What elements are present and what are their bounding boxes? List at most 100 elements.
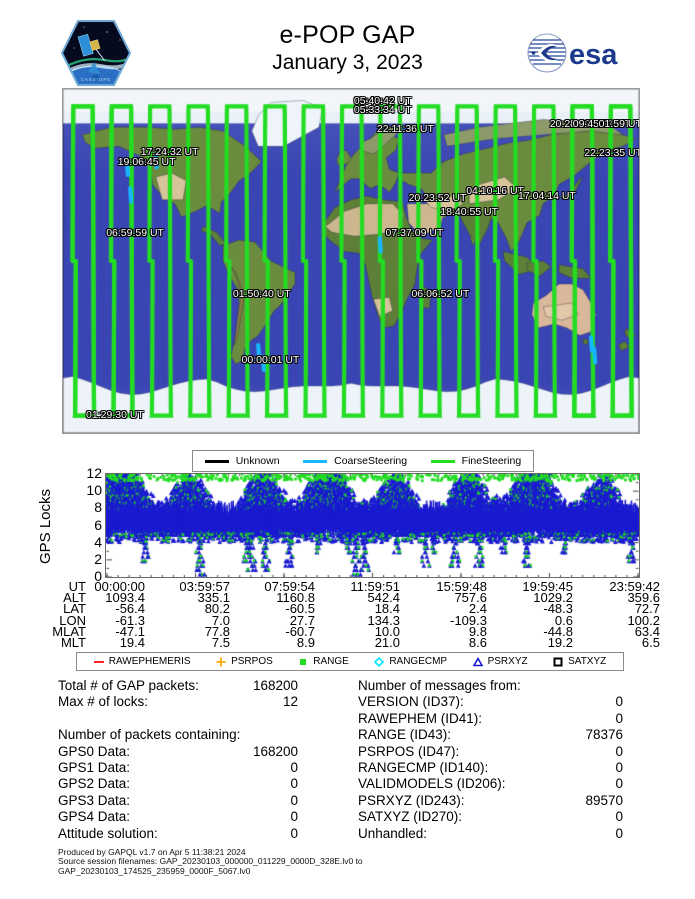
ephemeris-value: 134.3 [367,612,400,628]
statistics-section: Total # of GAP packets: 168200 Max # of lo… [0,678,695,843]
map-legend-line-icon [430,459,455,463]
map-legend-item: Unknown [204,455,280,467]
ephemeris-value: 19.4 [119,634,145,650]
stat-row: Unhandled: 0 [358,826,658,842]
series-legend-label: PSRPOS [231,656,273,667]
series-marker-diamond-icon [374,656,385,667]
stat-label: GPS3 Data: [58,792,131,808]
ephemeris-row-key: LAT [63,601,86,617]
ephemeris-value: 23:59:42 [609,579,660,594]
footer-source-line2: GAP_20230103_174525_235959_0000F_5067.lv… [58,865,251,876]
gps-locks-plot [105,473,640,578]
ephemeris-value: 100.2 [627,612,660,628]
map-legend-label: Unknown [235,455,280,467]
map-legend: Unknown CoarseSteering FineSteering [192,450,534,472]
ephemeris-row: UT 00:00:00 03:59:57 07:59:54 11:59:51 15:59:… [40,579,680,594]
ephemeris-value: 10.0 [374,623,400,639]
ephemeris-value: 27.7 [289,612,315,628]
series-legend-item: PSRXYZ [472,656,528,667]
cassiope-mission-patch-icon: CASSIOPE [60,18,132,88]
stat-row: RANGE (ID43): 78376 [358,727,658,743]
ephemeris-value: 7.5 [211,634,230,650]
ephemeris-value: -109.3 [450,612,487,628]
footer-provenance: Produced by GAPQL v1.7 on Apr 5 11:38:21… [58,847,658,876]
stat-row: SATXYZ (ID270): 0 [358,809,658,825]
y-axis-tick-label: 12 [86,465,102,481]
stat-row: GPS3 Data: 0 [58,793,358,809]
stat-label: SATXYZ (ID270): [358,809,463,825]
series-legend-label: SATXYZ [568,656,607,667]
esa-logo-icon: esa [525,30,635,76]
stat-value: 0 [615,825,623,841]
series-marker-plus-icon [216,657,226,667]
stat-row: GPS0 Data: 168200 [58,744,358,760]
stat-value: 0 [290,809,298,825]
series-marker-triangle-icon [472,656,483,667]
stat-row: GPS1 Data: 0 [58,760,358,776]
ephemeris-table: UT 00:00:00 03:59:57 07:59:54 11:59:51 15:59:… [40,579,680,650]
stat-row: GPS4 Data: 0 [58,809,358,825]
stat-value: 168200 [252,678,298,693]
stat-value: 0 [290,825,298,841]
stat-label: Unhandled: [358,825,428,841]
ephemeris-value: 77.8 [204,623,230,639]
series-legend-label: RANGE [313,656,349,667]
series-legend-item: SATXYZ [553,656,606,667]
stat-label: VALIDMODELS (ID206): [358,776,506,792]
ephemeris-row: LON -61.3 7.0 27.7 134.3 -109.3 0.6 100.2 [40,612,680,628]
stat-label: GPS4 Data: [58,809,131,825]
gps-locks-y-tick-labels: 0 2 4 6 8 10 12 [58,466,102,583]
series-legend-label: RAWEPHEMERIS [108,656,191,667]
ephemeris-value: -48.3 [543,601,573,617]
stat-label: RANGE (ID43): [358,727,452,743]
gps-locks-axis-label-text: GPS Locks [37,488,55,564]
ephemeris-row-key: MLAT [52,623,86,639]
esa-wordmark: esa [569,39,618,71]
y-axis-tick-label: 10 [86,482,102,499]
ephemeris-row-key: UT [68,579,86,594]
ephemeris-row-key: MLT [60,634,86,650]
y-axis-tick-label: 4 [94,533,102,550]
stat-row: Number of messages from: [358,678,658,694]
ephemeris-row: ALT 1093.4 335.1 1160.8 542.4 757.6 1029.2 359.… [40,590,680,606]
ephemeris-value: 80.2 [204,601,230,617]
stat-value: 0 [290,759,298,775]
ephemeris-value: 7.0 [211,612,230,628]
ephemeris-value: 542.4 [367,590,400,606]
stat-value: 0 [615,694,623,710]
stat-row [58,711,358,727]
ephemeris-value: -60.7 [285,623,315,639]
stat-label: GPS2 Data: [58,776,131,792]
stat-value: 0 [615,759,623,775]
series-legend-item: RAWEPHEMERIS [93,656,191,667]
stat-row: PSRXYZ (ID243): 89570 [358,793,658,809]
ephemeris-value: -47.1 [115,623,145,639]
ephemeris-value: 00:00:00 [94,579,145,594]
ephemeris-value: 15:59:48 [436,579,487,594]
ephemeris-value: 2.4 [468,601,487,617]
ephemeris-value: 18.4 [374,601,400,617]
stat-label: Number of packets containing: [58,727,241,743]
stat-value: 0 [290,776,298,792]
stat-label: VERSION (ID37): [358,694,464,710]
ephemeris-value: 8.6 [468,634,487,650]
ephemeris-value: 335.1 [197,590,230,606]
stat-row: Attitude solution: 0 [58,826,358,842]
stat-value: 0 [615,710,623,726]
y-axis-tick-label: 6 [94,516,102,533]
stat-label: PSRXYZ (ID243): [358,792,465,808]
ephemeris-value: 63.4 [634,623,660,639]
svg-text:CASSIOPE: CASSIOPE [81,77,111,82]
ephemeris-value: 03:59:57 [179,579,230,594]
y-axis-tick-label: 8 [94,499,102,516]
gps-locks-axis-label: GPS Locks [36,476,56,576]
stat-row: RANGECMP (ID140): 0 [358,760,658,776]
series-marker-square-open-icon [553,657,563,667]
map-legend-line-icon [204,459,229,463]
series-legend-item: RANGECMP [374,656,447,667]
stat-row: VERSION (ID37): 0 [358,694,658,710]
ephemeris-row: MLT 19.4 7.5 8.9 21.0 8.6 19.2 6.5 [40,634,680,650]
stat-value: 0 [615,809,623,825]
stat-label: Attitude solution: [58,825,158,841]
ephemeris-value: -44.8 [543,623,573,639]
